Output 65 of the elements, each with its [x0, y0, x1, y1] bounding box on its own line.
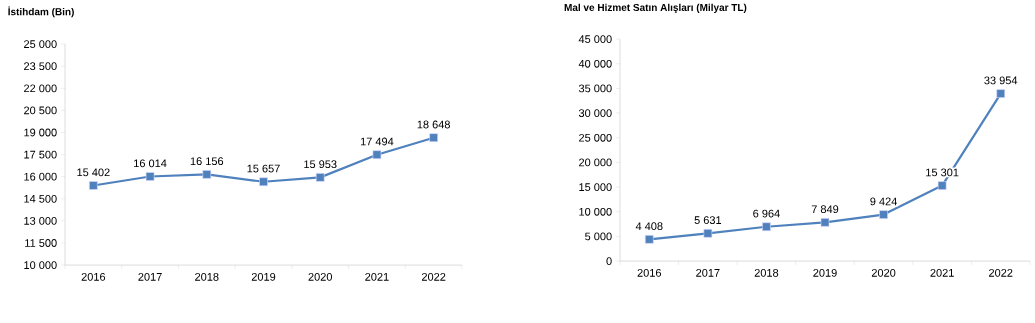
chart-title: Mal ve Hizmet Satın Alışları (Milyar TL) — [564, 3, 747, 13]
point — [703, 228, 713, 238]
point — [89, 181, 98, 190]
y-tick-label: 13 000 — [24, 216, 57, 225]
data-label: 17 494 — [360, 137, 394, 146]
x-tick-label: 2022 — [421, 272, 446, 281]
y-tick-label: 30 000 — [578, 109, 612, 117]
data-label: 15 657 — [247, 164, 280, 173]
x-tick-label: 2018 — [754, 268, 779, 277]
data-label: 33 954 — [984, 76, 1018, 85]
point — [202, 170, 212, 179]
data-label: 4 408 — [635, 222, 663, 230]
data-label: 15 402 — [77, 168, 110, 177]
data-label: 7 849 — [811, 205, 839, 214]
y-tick-label: 25 000 — [24, 40, 57, 48]
y-tick-label: 19 000 — [24, 128, 57, 137]
point — [937, 181, 947, 190]
point — [762, 222, 771, 231]
point — [315, 173, 325, 182]
point — [820, 218, 830, 227]
y-tick-label: 40 000 — [578, 59, 612, 68]
x-tick-label: 2017 — [696, 268, 720, 277]
y-tick-label: 22 000 — [24, 84, 57, 93]
data-label: 16 156 — [190, 157, 224, 166]
x-tick-label: 2017 — [138, 272, 162, 281]
y-tick-label: 45 000 — [578, 35, 612, 43]
y-tick-label: 17 500 — [24, 150, 57, 159]
point — [259, 177, 268, 186]
point — [879, 210, 888, 219]
y-tick-label: 5 000 — [585, 232, 612, 241]
x-tick-label: 2018 — [195, 272, 219, 281]
y-tick-label: 10 000 — [579, 207, 612, 216]
y-tick-label: 14 500 — [24, 194, 57, 203]
y-tick-label: 11 500 — [25, 239, 57, 247]
point — [429, 133, 438, 142]
data-label: 6 964 — [753, 209, 780, 218]
data-label: 9 424 — [870, 197, 897, 206]
y-tick-label: 35 000 — [578, 84, 612, 93]
y-tick-label: 16 000 — [24, 172, 57, 181]
data-label: 16 014 — [134, 159, 167, 168]
data-label: 18 648 — [417, 120, 450, 129]
x-tick-label: 2016 — [637, 268, 662, 277]
y-tick-label: 0 — [606, 257, 612, 265]
y-tick-label: 10 000 — [24, 261, 57, 269]
y-tick-label: 20 000 — [579, 158, 612, 167]
data-label: 15 953 — [304, 160, 337, 169]
data-label: 5 631 — [694, 216, 722, 224]
point — [644, 235, 654, 244]
x-tick-label: 2020 — [871, 268, 896, 277]
point — [372, 150, 382, 159]
x-tick-label: 2021 — [930, 268, 954, 277]
y-tick-label: 15 000 — [579, 183, 612, 191]
x-tick-label: 2016 — [81, 272, 106, 281]
x-tick-label: 2020 — [308, 272, 333, 281]
chart-title: İstihdam (Bin) — [8, 6, 74, 18]
x-tick-label: 2019 — [813, 268, 837, 277]
y-tick-label: 25 000 — [579, 133, 612, 142]
point — [145, 172, 155, 181]
x-tick-label: 2022 — [989, 268, 1013, 277]
y-tick-label: 20 500 — [24, 106, 57, 115]
x-tick-label: 2019 — [251, 272, 276, 281]
y-tick-label: 23 500 — [24, 62, 57, 71]
data-label: 15 301 — [926, 168, 959, 177]
x-tick-label: 2021 — [365, 272, 389, 281]
point — [996, 89, 1006, 98]
